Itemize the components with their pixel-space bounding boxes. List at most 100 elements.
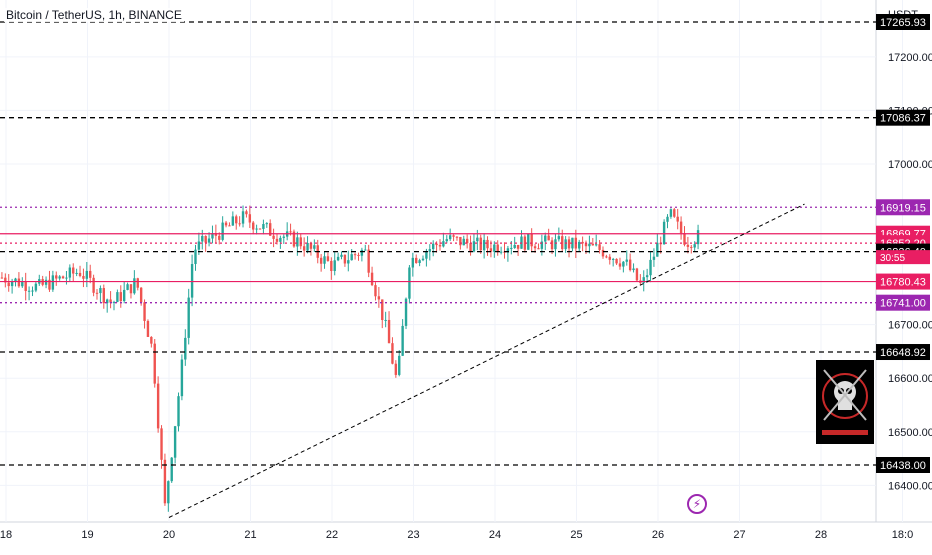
candle-body bbox=[537, 248, 540, 250]
candle-body bbox=[635, 268, 639, 281]
candle bbox=[506, 245, 510, 262]
candle bbox=[177, 392, 180, 432]
level-label-bg bbox=[876, 457, 930, 473]
candle bbox=[323, 251, 326, 269]
candle bbox=[31, 286, 34, 297]
candle bbox=[326, 252, 330, 262]
candle-body bbox=[21, 281, 24, 287]
x-tick-label: 18:0 bbox=[892, 529, 913, 541]
x-tick-label: 28 bbox=[815, 529, 827, 541]
candle bbox=[194, 244, 197, 271]
candle bbox=[527, 233, 530, 250]
x-tick-label: 26 bbox=[652, 529, 664, 541]
candle bbox=[65, 271, 68, 285]
candle bbox=[55, 271, 58, 286]
candle bbox=[95, 289, 99, 300]
candle bbox=[513, 236, 516, 249]
candle bbox=[387, 311, 391, 344]
candle-body bbox=[85, 270, 89, 279]
candle bbox=[611, 257, 615, 267]
candle-body bbox=[506, 248, 510, 253]
candle-body bbox=[652, 256, 656, 260]
candle bbox=[591, 238, 594, 246]
level-label-bg bbox=[876, 294, 930, 311]
candle bbox=[330, 257, 333, 280]
candle bbox=[105, 298, 109, 313]
candle bbox=[245, 209, 248, 218]
level-label-bg bbox=[876, 109, 930, 126]
candle bbox=[0, 272, 4, 279]
candle-body bbox=[65, 277, 68, 279]
candle bbox=[319, 254, 323, 272]
candle bbox=[649, 251, 652, 283]
candle bbox=[119, 285, 122, 308]
candle bbox=[44, 276, 48, 289]
candle-body bbox=[550, 240, 554, 250]
candle bbox=[299, 233, 302, 250]
y-tick-label: 17000.00 bbox=[888, 159, 932, 171]
candle-body bbox=[275, 238, 279, 242]
candle-body bbox=[309, 242, 313, 249]
candle-body bbox=[146, 320, 150, 337]
candle-body bbox=[139, 287, 143, 303]
candle bbox=[265, 222, 268, 228]
candle-body bbox=[561, 236, 564, 250]
candle-body bbox=[326, 256, 330, 261]
candle bbox=[676, 208, 679, 230]
y-tick-label: 16700.00 bbox=[888, 320, 932, 332]
candle-body bbox=[201, 235, 204, 242]
candle-body bbox=[221, 222, 224, 240]
candle-body bbox=[224, 222, 228, 226]
candle bbox=[683, 226, 686, 247]
candle-body bbox=[448, 235, 452, 240]
candle bbox=[75, 268, 78, 277]
candle bbox=[313, 239, 316, 253]
candle bbox=[656, 233, 659, 257]
candle-body bbox=[10, 281, 14, 287]
candle bbox=[336, 252, 340, 262]
candle bbox=[82, 268, 85, 288]
candle-body bbox=[187, 297, 190, 338]
candle-body bbox=[218, 235, 221, 240]
candle bbox=[4, 273, 7, 288]
candle-body bbox=[401, 325, 404, 356]
candle-body bbox=[207, 238, 211, 243]
candle bbox=[479, 234, 482, 254]
trendline[interactable] bbox=[168, 203, 805, 518]
candle bbox=[279, 235, 282, 249]
candle bbox=[92, 274, 95, 297]
candle-body bbox=[357, 254, 360, 256]
candle-body bbox=[360, 249, 364, 256]
candle bbox=[448, 228, 452, 242]
candle-body bbox=[618, 263, 622, 267]
candle-body bbox=[252, 222, 255, 230]
candle-body bbox=[184, 337, 187, 360]
candle-body bbox=[34, 283, 38, 291]
candle-body bbox=[632, 268, 635, 271]
candle-body bbox=[92, 277, 95, 293]
candle-body bbox=[116, 292, 119, 302]
candle-body bbox=[605, 256, 608, 258]
candle bbox=[258, 228, 262, 230]
candle-body bbox=[68, 267, 72, 278]
x-tick-label: 24 bbox=[489, 529, 501, 541]
candle-body bbox=[95, 292, 99, 294]
candle-body bbox=[105, 299, 109, 304]
candle bbox=[391, 337, 394, 365]
candle-body bbox=[482, 239, 486, 251]
candle-body bbox=[622, 261, 625, 267]
candle-body bbox=[292, 231, 296, 247]
candle-body bbox=[313, 245, 316, 249]
candle-body bbox=[17, 278, 21, 287]
candle-body bbox=[31, 290, 34, 292]
lightning-bolt-icon[interactable]: ⚡ bbox=[687, 494, 707, 514]
candle bbox=[126, 282, 129, 291]
candle-body bbox=[425, 251, 428, 259]
candle bbox=[58, 275, 61, 281]
level-label: 16741.00 bbox=[880, 298, 926, 310]
candle-body bbox=[204, 235, 207, 243]
candle bbox=[428, 244, 431, 261]
candle-body bbox=[61, 276, 65, 279]
